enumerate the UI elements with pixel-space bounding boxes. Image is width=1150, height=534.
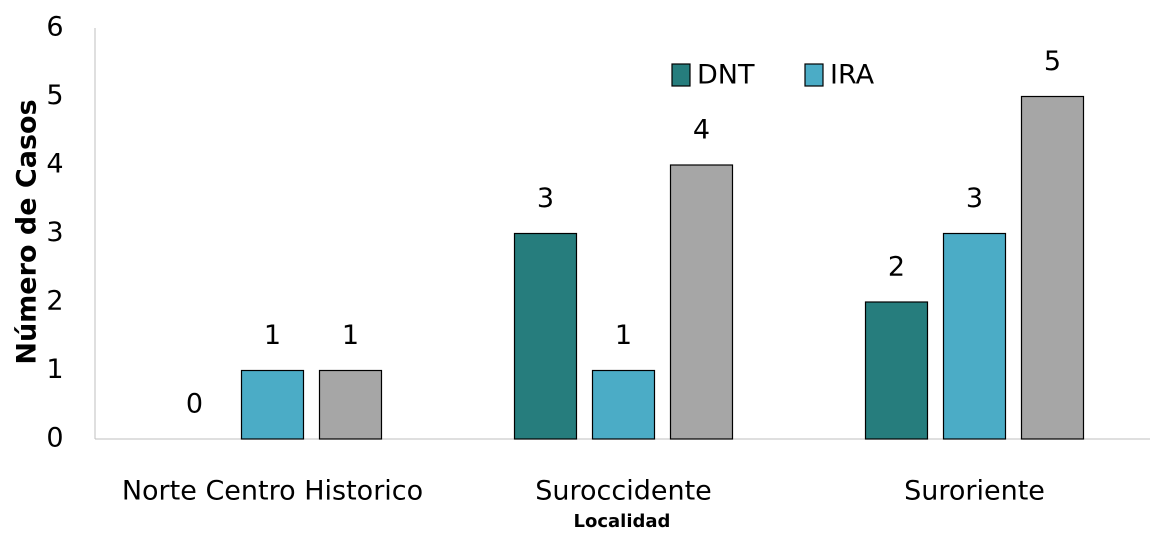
- data-label: 3: [966, 183, 983, 214]
- bar: [864, 301, 929, 440]
- legend-label: DNT: [697, 60, 755, 91]
- x-axis-label: Localidad: [574, 511, 671, 532]
- bar: [1020, 95, 1085, 440]
- x-tick-label: Suroccidente: [535, 476, 712, 507]
- bar: [591, 369, 656, 440]
- legend-swatch: [671, 63, 691, 87]
- y-tick-label: 6: [46, 12, 63, 43]
- legend-swatch: [804, 63, 824, 87]
- data-label: 1: [264, 320, 281, 351]
- bar: [318, 369, 383, 440]
- y-tick-label: 0: [46, 423, 63, 454]
- x-tick-label: Suroriente: [904, 476, 1045, 507]
- y-tick-label: 4: [46, 149, 63, 180]
- y-tick-label: 1: [46, 354, 63, 385]
- y-tick-label: 3: [46, 217, 63, 248]
- data-label: 1: [615, 320, 632, 351]
- x-tick-label: Norte Centro Historico: [122, 476, 423, 507]
- legend-label: IRA: [830, 60, 875, 91]
- y-axis-label: Número de Casos: [12, 99, 43, 364]
- bar: [513, 232, 578, 440]
- bar: [240, 369, 305, 440]
- y-tick-label: 2: [46, 286, 63, 317]
- data-label: 4: [693, 115, 710, 146]
- y-tick-label: 5: [46, 80, 63, 111]
- data-label: 1: [342, 320, 359, 351]
- data-label: 0: [186, 389, 203, 420]
- data-label: 5: [1044, 46, 1061, 77]
- data-label: 3: [537, 183, 554, 214]
- bar: [669, 164, 734, 440]
- bar: [942, 232, 1007, 440]
- data-label: 2: [888, 252, 905, 283]
